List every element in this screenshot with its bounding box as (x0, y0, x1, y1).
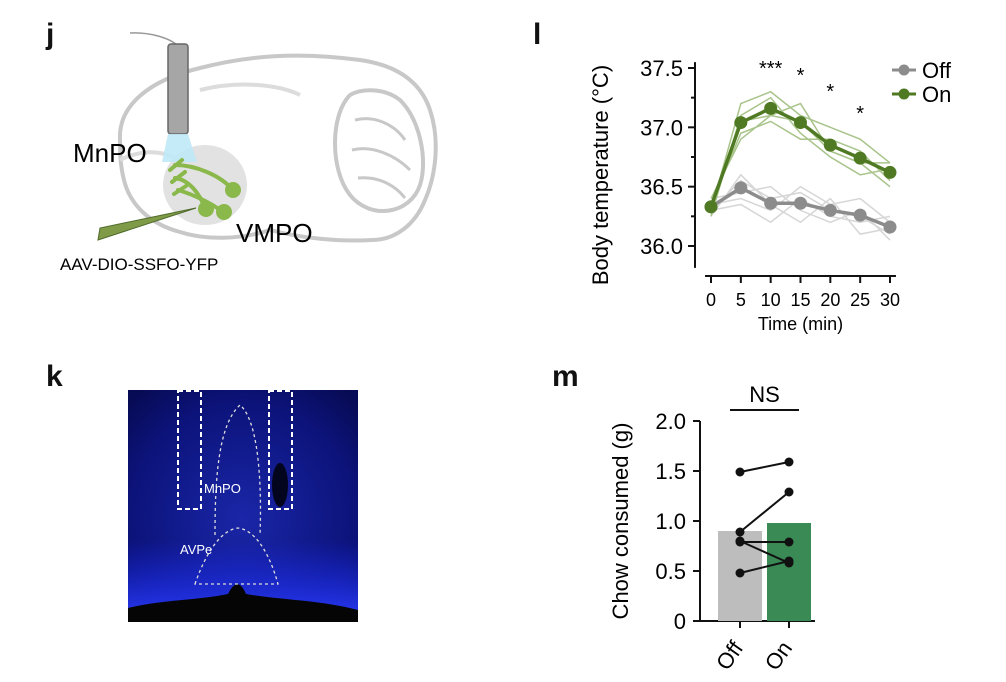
fiber-track-left (177, 390, 202, 510)
paired-point-off (735, 568, 745, 578)
data-point-on (704, 200, 718, 214)
light-cone (162, 134, 197, 162)
mnpo-outline (214, 404, 262, 536)
y-tick-label: 2.0 (655, 409, 686, 434)
individual-trace-on (710, 96, 891, 217)
y-axis-title: Chow consumed (g) (608, 423, 633, 620)
data-point-on (823, 138, 837, 152)
label-avpe-section: AVPe (180, 542, 212, 557)
significance-label: NS (749, 382, 780, 407)
y-tick-label: 1.5 (655, 459, 686, 484)
legend-label-on: On (922, 82, 951, 107)
y-tick-label: 0 (674, 609, 686, 634)
brain-inner-line (199, 82, 301, 97)
paired-line (739, 461, 790, 473)
neuron-soma (216, 204, 232, 220)
data-point-off (794, 196, 807, 210)
data-point-off (764, 196, 778, 210)
label-mnpo-section: MnPO (204, 481, 241, 496)
y-tick-label: 36.0 (640, 234, 683, 259)
y-tick-label: 0.5 (655, 559, 686, 584)
data-point-off (734, 181, 748, 195)
significance-marker: *** (759, 58, 783, 80)
data-point-on (734, 116, 748, 130)
x-axis-title: Time (min) (758, 314, 843, 334)
cerebellum-folds (351, 117, 412, 199)
significance-marker: * (856, 103, 864, 125)
x-tick-label: 10 (761, 290, 781, 310)
avpe-outline (194, 527, 279, 585)
x-tick-label: 30 (880, 290, 900, 310)
paired-line (739, 540, 790, 564)
panel-letter-m: m (552, 360, 579, 393)
legend-marker-on (898, 88, 910, 100)
panel-letter-j: j (46, 18, 55, 51)
data-point-on (764, 101, 778, 115)
x-tick-label: 15 (790, 290, 810, 310)
x-tick-label: 0 (706, 290, 716, 310)
significance-marker: * (797, 65, 805, 87)
x-tick-label: On (760, 637, 797, 675)
x-tick-label: 5 (736, 290, 746, 310)
x-tick-label: Off (711, 636, 749, 675)
fiber-track-right (268, 390, 293, 510)
data-point-off (823, 203, 837, 217)
paired-line (739, 491, 790, 533)
individual-trace-off (710, 173, 891, 235)
individual-trace-on (710, 90, 891, 211)
optic-fiber (167, 43, 189, 135)
legend-marker-off (898, 64, 910, 76)
section-base (128, 584, 358, 622)
x-tick-label: 25 (850, 290, 870, 310)
panel-k-histology: MnPO AVPe (128, 390, 358, 622)
data-point-on (883, 165, 897, 179)
cerebellum-outline (333, 88, 425, 213)
paired-point-off (735, 537, 745, 547)
paired-point-on (784, 457, 794, 467)
paired-point-on (784, 556, 794, 566)
x-tick-label: 20 (820, 290, 840, 310)
data-point-on (853, 151, 867, 165)
dark-spot (272, 463, 288, 507)
paired-point-off (735, 527, 745, 537)
individual-trace-on (710, 120, 891, 205)
injection-pipette (97, 207, 197, 241)
body-temperature-chart: 36.0 36.5 37.0 37.5 0 5 10 15 20 25 30 Time (min) Bo… (588, 56, 952, 334)
legend-label-off: Off (922, 58, 952, 83)
data-point-on (794, 116, 807, 130)
panel-letter-l: l (533, 18, 542, 51)
panel-j-schematic: MnPO VMPO AAV-DIO-SSFO-YFP (60, 32, 438, 274)
paired-point-off (735, 467, 745, 477)
y-tick-label: 37.0 (640, 115, 683, 140)
individual-trace-off (710, 185, 891, 223)
significance-marker: * (826, 81, 834, 103)
data-point-off (883, 220, 897, 234)
neuron-soma (225, 182, 241, 198)
label-mnpo: MnPO (73, 138, 147, 168)
y-axis-title: Body temperature (°C) (588, 65, 613, 285)
paired-line (739, 560, 790, 574)
y-tick-label: 36.5 (640, 175, 683, 200)
label-virus: AAV-DIO-SSFO-YFP (60, 255, 218, 274)
neuron-soma (198, 201, 214, 217)
label-vmpo: VMPO (236, 218, 313, 248)
y-tick-label: 37.5 (640, 56, 683, 81)
brain-outline (117, 53, 438, 243)
chow-consumed-chart: 0 0.5 1.0 1.5 2.0 Chow consumed (g) Off On NS (608, 382, 815, 675)
panel-letter-k: k (46, 360, 63, 393)
paired-point-on (784, 487, 794, 497)
y-tick-label: 1.0 (655, 509, 686, 534)
data-point-off (853, 208, 867, 222)
paired-point-on (784, 537, 794, 547)
